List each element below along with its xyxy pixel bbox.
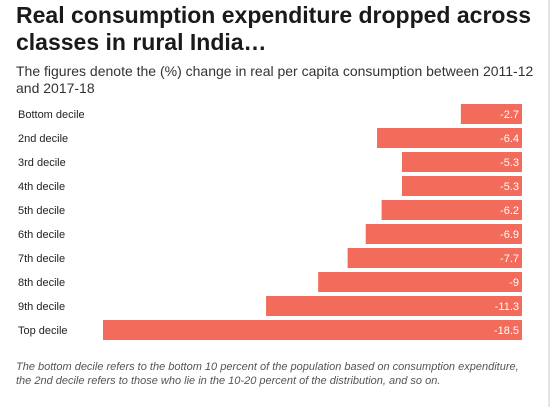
- bar: [318, 272, 522, 292]
- bar: [460, 104, 522, 124]
- bar: [266, 296, 522, 316]
- bar: [377, 128, 522, 148]
- category-label: 3rd decile: [18, 157, 66, 169]
- value-label: -2.7: [500, 109, 519, 121]
- category-label: Bottom decile: [18, 109, 85, 121]
- category-label: 5th decile: [18, 205, 65, 217]
- value-label: -5.3: [500, 181, 519, 193]
- value-label: -7.7: [500, 253, 519, 265]
- category-label: 2nd decile: [18, 133, 68, 145]
- bar: [381, 200, 522, 220]
- value-label: -11.3: [495, 301, 519, 313]
- chart-subtitle: The figures denote the (%) change in rea…: [16, 63, 534, 96]
- category-label: 4th decile: [18, 181, 65, 193]
- bar: [365, 224, 522, 244]
- bar: [103, 320, 522, 340]
- value-label: -18.5: [494, 325, 519, 337]
- chart-title: Real consumption expenditure dropped acr…: [16, 2, 532, 55]
- bar: [401, 152, 522, 172]
- category-label: 7th decile: [18, 253, 65, 265]
- category-label: 6th decile: [18, 229, 65, 241]
- bar: [401, 176, 522, 196]
- value-label: -6.9: [500, 229, 519, 241]
- page-edge-divider: [548, 0, 550, 407]
- category-label: 9th decile: [18, 301, 65, 313]
- bar-chart: Bottom decile -2.7 2nd decile -6.4 3rd decil…: [18, 104, 522, 340]
- bar: [347, 248, 522, 268]
- category-label: Top decile: [18, 325, 68, 337]
- chart-footnote: The bottom decile refers to the bottom 1…: [16, 361, 519, 387]
- value-label: -9: [509, 277, 519, 289]
- value-label: -5.3: [500, 157, 519, 169]
- category-label: 8th decile: [18, 277, 65, 289]
- value-label: -6.4: [500, 133, 519, 145]
- value-label: -6.2: [500, 205, 519, 217]
